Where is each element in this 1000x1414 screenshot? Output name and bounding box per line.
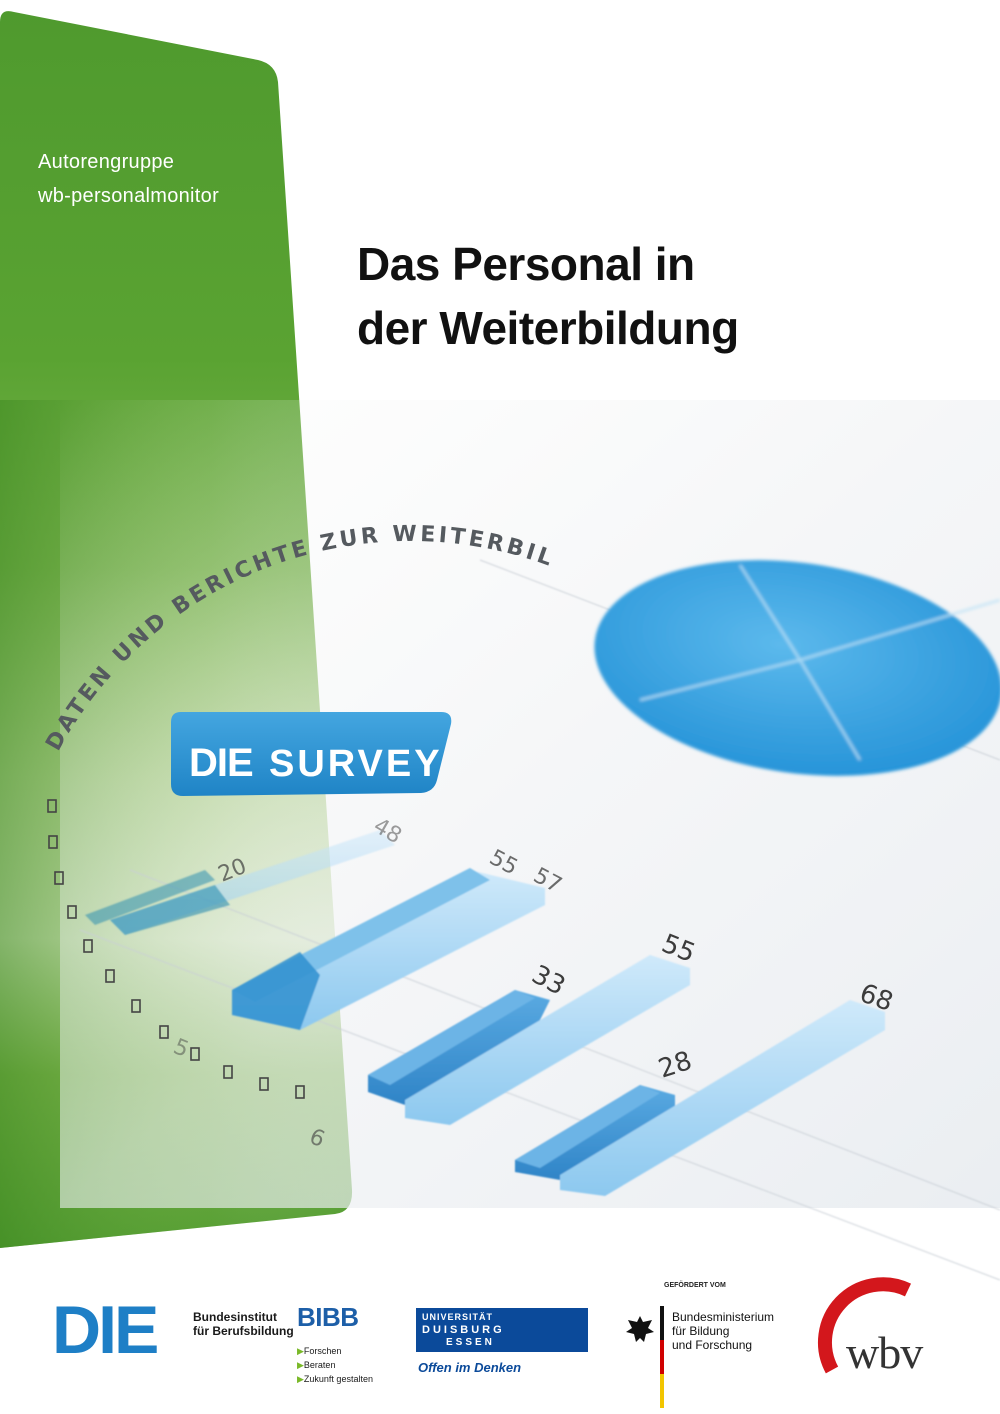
- eagle-icon: [626, 1316, 654, 1342]
- bibb-line-2: für Berufsbildung: [193, 1324, 294, 1338]
- bibb-item-2: Beraten: [303, 1360, 336, 1370]
- author-line-2: wb-personalmonitor: [38, 185, 220, 207]
- arrow-icon: ▶: [297, 1374, 304, 1384]
- pie-chart-illustration: [594, 560, 1000, 776]
- book-title: Das Personal in der Weiterbildung: [357, 232, 739, 360]
- bmbf-name: Bundesministerium für Bildung und Forsch…: [672, 1310, 774, 1352]
- die-survey-badge: DIE SURVEY: [171, 712, 452, 796]
- bibb-mark: BIBB: [297, 1302, 359, 1332]
- ude-line-2: DUISBURG: [422, 1324, 505, 1336]
- paper-background: [60, 400, 1000, 1208]
- flag-stripe-black: [660, 1306, 664, 1340]
- bibb-item-3: Zukunft gestalten: [303, 1374, 373, 1384]
- wbv-logo-text: wbv: [846, 1327, 923, 1378]
- ude-logo-box: UNIVERSITÄT DUISBURG ESSEN: [416, 1308, 588, 1352]
- die-logo: DIE: [52, 1292, 159, 1368]
- publisher-logos: DIE Bundesinstitut für Berufsbildung BIB…: [0, 1270, 1000, 1414]
- ude-line-1: UNIVERSITÄT: [422, 1312, 494, 1322]
- bmbf-line-1: Bundesministerium: [672, 1310, 775, 1324]
- ude-line-3: ESSEN: [446, 1337, 495, 1348]
- bmbf-line-3: und Forschung: [672, 1338, 753, 1352]
- bmbf-line-2: für Bildung: [672, 1324, 730, 1338]
- author-group: Autorengruppe wb-personalmonitor: [38, 145, 219, 213]
- title-line-2: der Weiterbildung: [357, 302, 739, 354]
- bibb-line-1: Bundesinstitut: [193, 1310, 277, 1324]
- arc-square-markers: [47, 799, 305, 1099]
- arrow-icon: ▶: [297, 1346, 304, 1356]
- badge-die-text: DIE: [189, 741, 253, 785]
- badge-survey-text: SURVEY: [269, 743, 443, 785]
- ude-slogan: Offen im Denken: [418, 1360, 522, 1375]
- flag-stripe-red: [660, 1340, 664, 1374]
- flag-stripe-gold: [660, 1374, 664, 1408]
- arrow-icon: ▶: [297, 1360, 304, 1370]
- bibb-items: ▶Forschen ▶Beraten ▶Zukunft gestalten: [297, 1344, 373, 1386]
- wbv-arc-icon: [818, 1277, 912, 1374]
- bibb-logo-text: Bundesinstitut für Berufsbildung: [193, 1310, 294, 1338]
- bmbf-funded-by: GEFÖRDERT VOM: [664, 1282, 726, 1289]
- bibb-item-1: Forschen: [303, 1346, 342, 1356]
- author-line-1: Autorengruppe: [38, 151, 175, 173]
- title-line-1: Das Personal in: [357, 238, 695, 290]
